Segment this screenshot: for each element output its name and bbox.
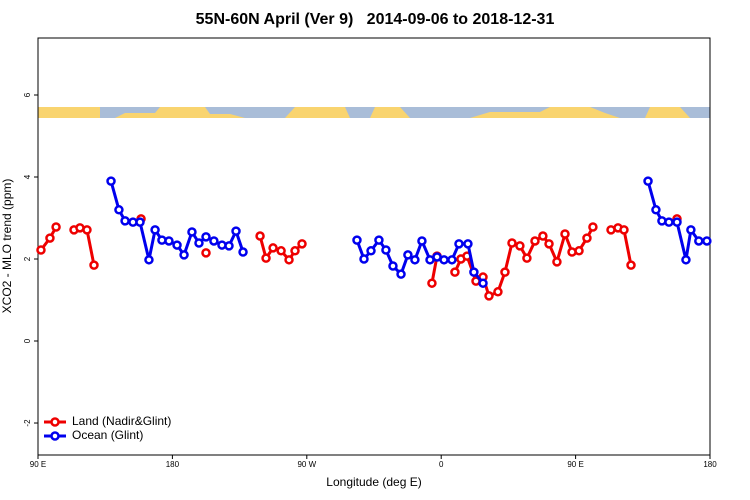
point: [388, 261, 398, 271]
point: [261, 253, 271, 263]
point: [106, 176, 116, 186]
point: [664, 217, 674, 227]
point: [454, 239, 464, 249]
point: [366, 246, 376, 256]
point: [544, 239, 554, 249]
y-axis-label: XCO2 - MLO trend (ppm): [0, 179, 14, 314]
point: [297, 239, 307, 249]
point: [89, 260, 99, 270]
point: [164, 236, 174, 246]
point: [114, 205, 124, 215]
point: [187, 227, 197, 237]
point: [396, 269, 406, 279]
y-tick-label: 4: [23, 174, 32, 179]
point: [374, 235, 384, 245]
point: [352, 235, 362, 245]
point: [150, 225, 160, 235]
point: [179, 250, 189, 260]
point: [45, 233, 55, 243]
point: [686, 225, 696, 235]
x-tick-label: 180: [166, 460, 180, 469]
point: [530, 236, 540, 246]
point: [478, 278, 488, 288]
point: [447, 255, 457, 265]
point: [268, 243, 278, 253]
point: [469, 267, 479, 277]
point: [201, 248, 211, 258]
point: [410, 255, 420, 265]
point: [643, 176, 653, 186]
point: [493, 287, 503, 297]
point: [51, 222, 61, 232]
x-tick-label: 90 W: [297, 460, 316, 469]
point: [255, 231, 265, 241]
point: [694, 236, 704, 246]
point: [522, 253, 532, 263]
point: [515, 241, 525, 251]
point: [201, 232, 211, 242]
point: [359, 254, 369, 264]
point: [574, 246, 584, 256]
point: [381, 245, 391, 255]
point: [417, 236, 427, 246]
point: [619, 225, 629, 235]
point: [552, 257, 562, 267]
point: [290, 246, 300, 256]
point: [120, 216, 130, 226]
point: [284, 255, 294, 265]
point: [439, 255, 449, 265]
x-axis-label: Longitude (deg E): [326, 475, 421, 489]
legend-label: Land (Nadir&Glint): [72, 414, 171, 428]
point: [403, 250, 413, 260]
point: [450, 267, 460, 277]
point: [538, 231, 548, 241]
x-tick-label: 90 E: [567, 460, 583, 469]
point: [702, 236, 712, 246]
legend-marker: [50, 431, 60, 441]
point: [172, 240, 182, 250]
point: [194, 238, 204, 248]
point: [681, 255, 691, 265]
point: [36, 245, 46, 255]
y-tick-label: 0: [23, 338, 32, 343]
point: [626, 260, 636, 270]
x-tick-label: 180: [703, 460, 717, 469]
point: [507, 238, 517, 248]
x-tick-label: 90 E: [30, 460, 46, 469]
point: [651, 205, 661, 215]
point: [588, 222, 598, 232]
point: [484, 291, 494, 301]
point: [672, 217, 682, 227]
map-strip: [38, 107, 710, 118]
point: [209, 236, 219, 246]
point: [276, 246, 286, 256]
point: [224, 241, 234, 251]
point: [144, 255, 154, 265]
point: [463, 239, 473, 249]
point: [135, 217, 145, 227]
point: [427, 278, 437, 288]
y-tick-label: 2: [23, 256, 32, 261]
y-tick-label: 6: [23, 92, 32, 97]
chart-title: 55N-60N April (Ver 9) 2014-09-06 to 2018…: [196, 11, 555, 28]
point: [582, 233, 592, 243]
point: [560, 229, 570, 239]
legend-label: Ocean (Glint): [72, 428, 143, 442]
legend-marker: [50, 417, 60, 427]
point: [238, 247, 248, 257]
point: [500, 267, 510, 277]
point: [82, 225, 92, 235]
x-tick-label: 0: [439, 460, 444, 469]
point: [231, 226, 241, 236]
y-tick-label: -2: [23, 419, 32, 427]
